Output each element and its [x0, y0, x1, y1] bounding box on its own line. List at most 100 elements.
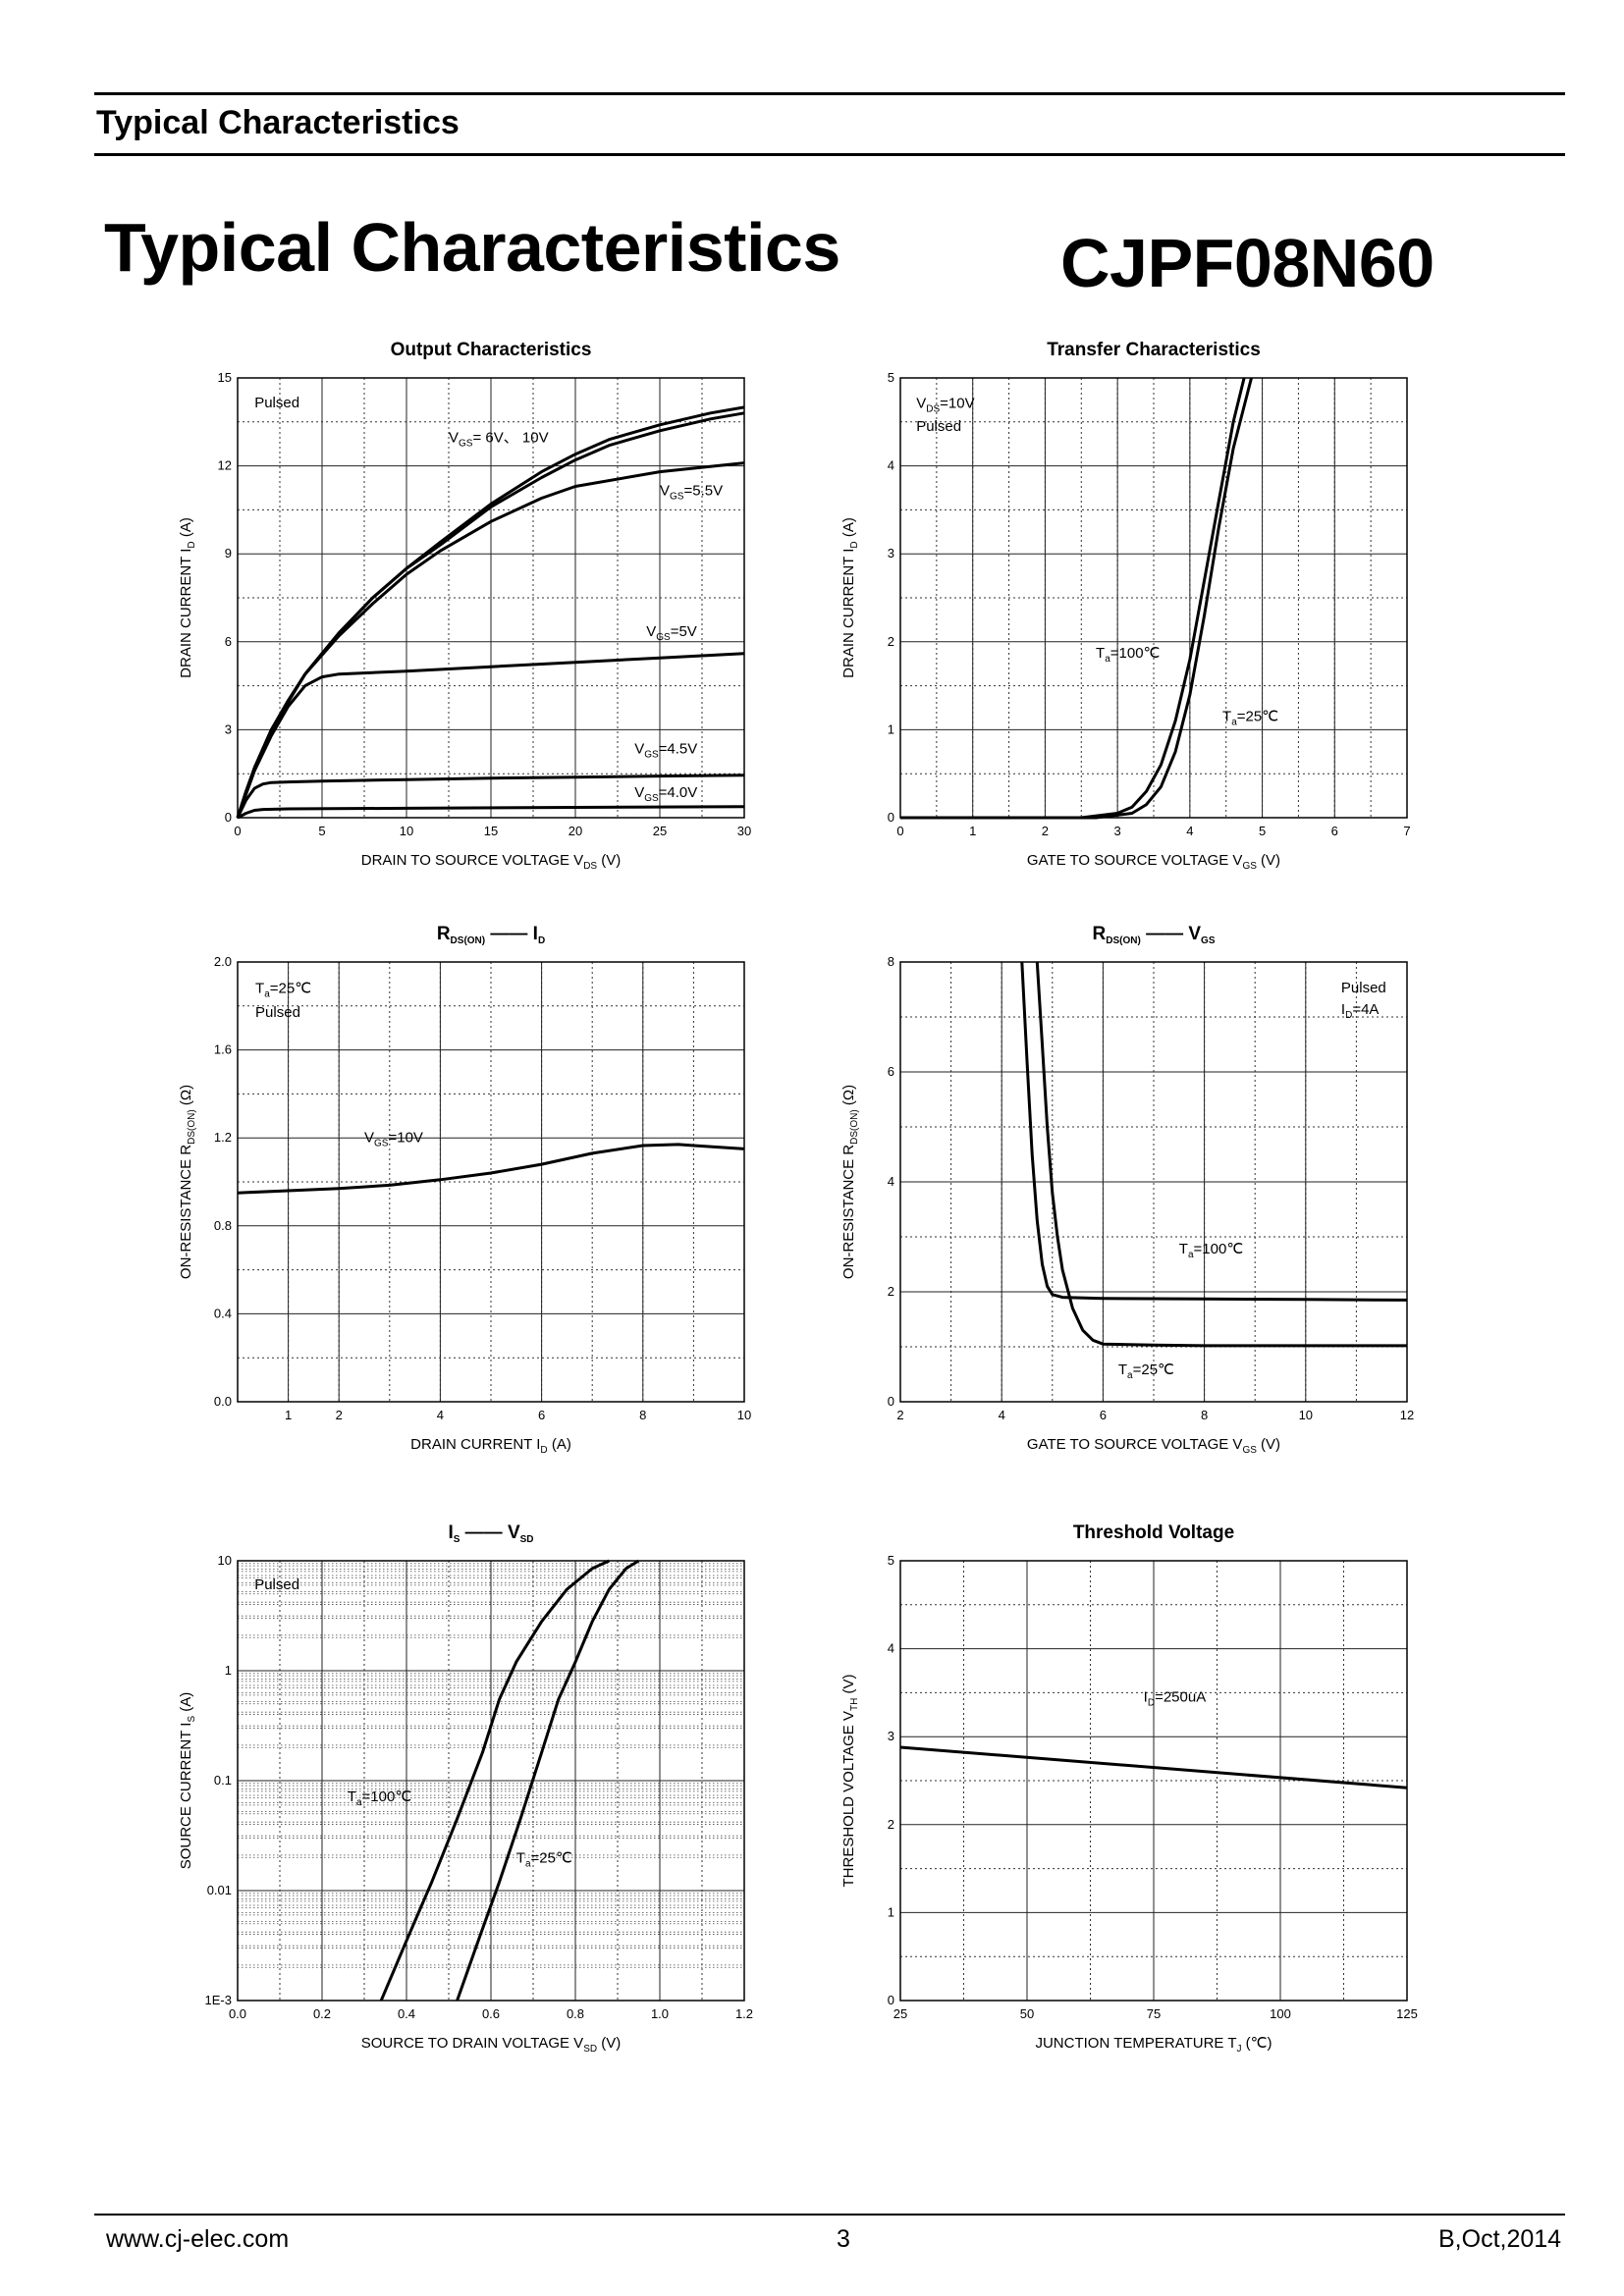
y-tick-label: 4	[888, 1641, 894, 1656]
y-tick-label: 0.4	[214, 1306, 232, 1320]
note-label: Pulsed	[255, 1004, 300, 1021]
y-tick-label: 0.0	[214, 1394, 232, 1409]
chart-is-vs-vsd-plot: 1E-3 0.01 0.1 1 10 0.0 0.2 0.4 0.6 0.8 1.0 1.2 IS ——…	[178, 1522, 753, 2055]
series-line-vgs-4.0v	[237, 805, 745, 820]
curve-label: Ta=100℃	[348, 1789, 411, 1808]
x-tick-label: 8	[639, 1408, 646, 1422]
y-tick-label: 1	[888, 1904, 894, 1919]
x-tick-label: 5	[1259, 824, 1266, 838]
y-tick-label: 3	[888, 546, 894, 561]
x-tick-label: 4	[1186, 824, 1193, 838]
page-title: Typical Characteristics	[104, 209, 840, 286]
plot-frame	[899, 377, 1408, 819]
y-axis-label: SOURCE CURRENT IS (A)	[178, 1692, 197, 1870]
x-tick-label: 4	[437, 1408, 444, 1422]
y-tick-label: 1	[888, 721, 894, 736]
chart-transfer-characteristics-plot: 0 1 2 3 4 5 0 1 2 3 4 5 6 7 Transfer Characteristics GA…	[840, 340, 1411, 872]
grid	[899, 961, 1408, 1403]
series-line-ta-100-	[379, 1559, 611, 2002]
y-axis-label: ON-RESISTANCE RDS(ON) (Ω)	[178, 1085, 197, 1279]
series-line-id-250ua	[899, 1745, 1408, 1789]
x-tick-label: 6	[1100, 1408, 1107, 1422]
x-tick-label: 25	[653, 824, 667, 838]
y-tick-label: 5	[888, 1553, 894, 1568]
x-tick-label: 1	[969, 824, 976, 838]
x-tick-label: 6	[1331, 824, 1338, 838]
note-label: Pulsed	[916, 418, 961, 435]
x-tick-label: 0.8	[567, 2006, 584, 2021]
curve-label: VGS=10V	[364, 1130, 423, 1149]
series-line-ta-25-	[456, 1559, 640, 2002]
x-tick-label: 0	[234, 824, 241, 838]
x-tick-label: 0.2	[313, 2006, 331, 2021]
x-tick-label: 20	[568, 824, 582, 838]
x-tick-label: 100	[1270, 2006, 1291, 2021]
curve-label: ID=4A	[1341, 1001, 1380, 1021]
y-tick-label: 10	[218, 1553, 232, 1568]
x-tick-label: 125	[1396, 2006, 1418, 2021]
curve-label: ID=250uA	[1144, 1688, 1207, 1708]
x-tick-label: 0.0	[229, 2006, 246, 2021]
y-axis-label: ON-RESISTANCE RDS(ON) (Ω)	[840, 1085, 860, 1279]
y-tick-label: 0	[225, 810, 232, 825]
x-axis-label: SOURCE TO DRAIN VOLTAGE VSD (V)	[361, 2035, 622, 2055]
x-axis-label: DRAIN TO SOURCE VOLTAGE VDS (V)	[361, 852, 622, 872]
y-tick-label: 2	[888, 634, 894, 649]
y-tick-label: 0.1	[214, 1773, 232, 1788]
chart-output-characteristics-plot: 0 3 6 9 12 15 0 5 10 15 20 25 30 Output Characteristi…	[178, 340, 751, 872]
curve-label: Ta=100℃	[1096, 645, 1160, 665]
note-label: Pulsed	[254, 395, 299, 411]
y-tick-label: 6	[888, 1064, 894, 1079]
note-label: Pulsed	[254, 1576, 299, 1593]
curve-label: Ta=25℃	[255, 980, 311, 999]
x-tick-label: 6	[538, 1408, 545, 1422]
x-tick-label: 2	[336, 1408, 343, 1422]
x-tick-label: 1	[285, 1408, 292, 1422]
footer-page-number: 3	[837, 2225, 850, 2253]
x-tick-label: 5	[318, 824, 325, 838]
chart-is-vs-vsd: 1E-3 0.01 0.1 1 10 0.0 0.2 0.4 0.6 0.8 1.0 1.2 IS ——…	[147, 1517, 854, 2106]
x-tick-label: 50	[1020, 2006, 1034, 2021]
x-tick-label: 2	[1042, 824, 1049, 838]
plot-frame	[899, 961, 1408, 1403]
chart-threshold-voltage: 0 1 2 3 4 5 25 50 75 100 125 Threshold Voltage JUNCT…	[810, 1517, 1517, 2106]
x-tick-label: 0	[896, 824, 903, 838]
curve-label: VGS=5V	[646, 623, 697, 643]
y-tick-label: 0	[888, 1394, 894, 1409]
y-tick-label: 3	[888, 1729, 894, 1743]
series-line-vgs-4.5v	[236, 774, 745, 819]
y-tick-label: 8	[888, 954, 894, 969]
x-tick-label: 10	[737, 1408, 751, 1422]
plot-frame	[237, 377, 745, 819]
series-line-ta-25-	[900, 377, 1253, 820]
y-tick-label: 2	[888, 1817, 894, 1832]
y-tick-label: 15	[218, 370, 232, 385]
y-tick-label: 0.01	[207, 1883, 232, 1897]
chart-title: Transfer Characteristics	[1047, 340, 1261, 360]
y-axis-label: DRAIN CURRENT ID (A)	[840, 517, 860, 678]
y-tick-label: 3	[225, 721, 232, 736]
curve-label: VGS=5.5V	[660, 482, 723, 502]
footer-rule	[94, 2214, 1565, 2216]
curve-label: VDS=10V	[916, 395, 974, 414]
chart-title: RDS(ON) —— VGS	[1093, 924, 1216, 946]
curve-label: Ta=25℃	[1222, 708, 1278, 727]
y-tick-label: 4	[888, 458, 894, 473]
chart-rdson-vs-id: 0.0 0.4 0.8 1.2 1.6 2.0 1 2 4 6 8 10 RDS(ON) —— ID DR…	[147, 918, 854, 1507]
x-tick-label: 8	[1201, 1408, 1208, 1422]
y-tick-label: 2.0	[214, 954, 232, 969]
plot-frame	[237, 961, 745, 1403]
grid	[899, 377, 1408, 819]
y-tick-label: 4	[888, 1174, 894, 1189]
x-tick-label: 12	[1400, 1408, 1414, 1422]
footer-revision: B,Oct,2014	[1438, 2225, 1562, 2253]
curve-label: Ta=25℃	[516, 1849, 572, 1869]
x-tick-label: 75	[1147, 2006, 1161, 2021]
note-label: Pulsed	[1341, 980, 1386, 996]
header-top-rule	[94, 92, 1565, 95]
y-tick-label: 12	[218, 458, 232, 473]
x-tick-label: 10	[400, 824, 413, 838]
series-line-ta-100-	[1020, 961, 1408, 1302]
header-section-title: Typical Characteristics	[96, 104, 460, 141]
curve-label: Ta=100℃	[1179, 1241, 1243, 1260]
